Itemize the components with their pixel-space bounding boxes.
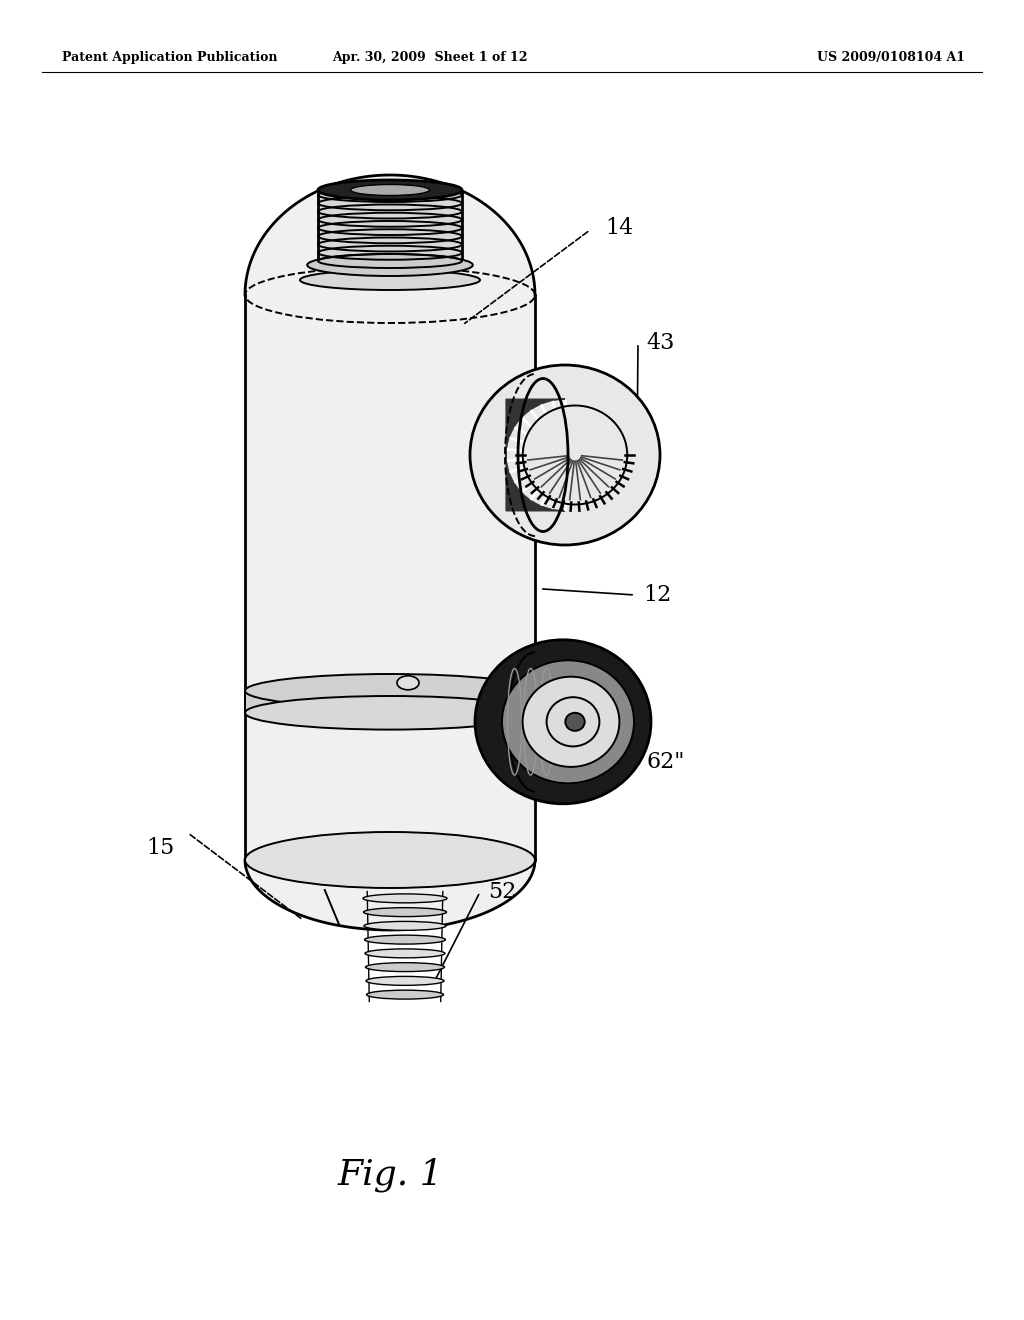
Ellipse shape bbox=[245, 832, 535, 888]
Ellipse shape bbox=[362, 894, 447, 903]
Polygon shape bbox=[245, 861, 535, 931]
Ellipse shape bbox=[475, 640, 651, 804]
Text: US 2009/0108104 A1: US 2009/0108104 A1 bbox=[817, 51, 965, 65]
Ellipse shape bbox=[245, 696, 535, 730]
Polygon shape bbox=[506, 399, 565, 511]
Ellipse shape bbox=[350, 185, 430, 195]
Ellipse shape bbox=[365, 935, 445, 944]
Ellipse shape bbox=[364, 908, 446, 916]
Text: 43: 43 bbox=[646, 333, 675, 354]
Text: Fig. 1: Fig. 1 bbox=[337, 1158, 442, 1192]
Text: 12: 12 bbox=[643, 583, 672, 606]
Ellipse shape bbox=[307, 253, 473, 276]
Polygon shape bbox=[245, 294, 535, 861]
Text: Apr. 30, 2009  Sheet 1 of 12: Apr. 30, 2009 Sheet 1 of 12 bbox=[332, 51, 527, 65]
Polygon shape bbox=[245, 176, 535, 294]
Text: 14: 14 bbox=[605, 216, 633, 239]
Ellipse shape bbox=[522, 405, 628, 504]
Ellipse shape bbox=[318, 180, 462, 201]
Ellipse shape bbox=[470, 366, 660, 545]
Ellipse shape bbox=[565, 713, 585, 731]
Ellipse shape bbox=[245, 675, 535, 708]
Text: 62": 62" bbox=[646, 751, 684, 774]
Text: 52: 52 bbox=[488, 880, 516, 903]
Ellipse shape bbox=[364, 921, 446, 931]
Ellipse shape bbox=[397, 676, 419, 690]
Ellipse shape bbox=[366, 962, 444, 972]
Ellipse shape bbox=[300, 271, 480, 290]
Ellipse shape bbox=[522, 677, 620, 767]
Text: Patent Application Publication: Patent Application Publication bbox=[62, 51, 278, 65]
Ellipse shape bbox=[502, 660, 634, 783]
Ellipse shape bbox=[365, 949, 445, 958]
Ellipse shape bbox=[367, 990, 443, 999]
Text: 15: 15 bbox=[146, 837, 175, 859]
Ellipse shape bbox=[366, 977, 444, 985]
